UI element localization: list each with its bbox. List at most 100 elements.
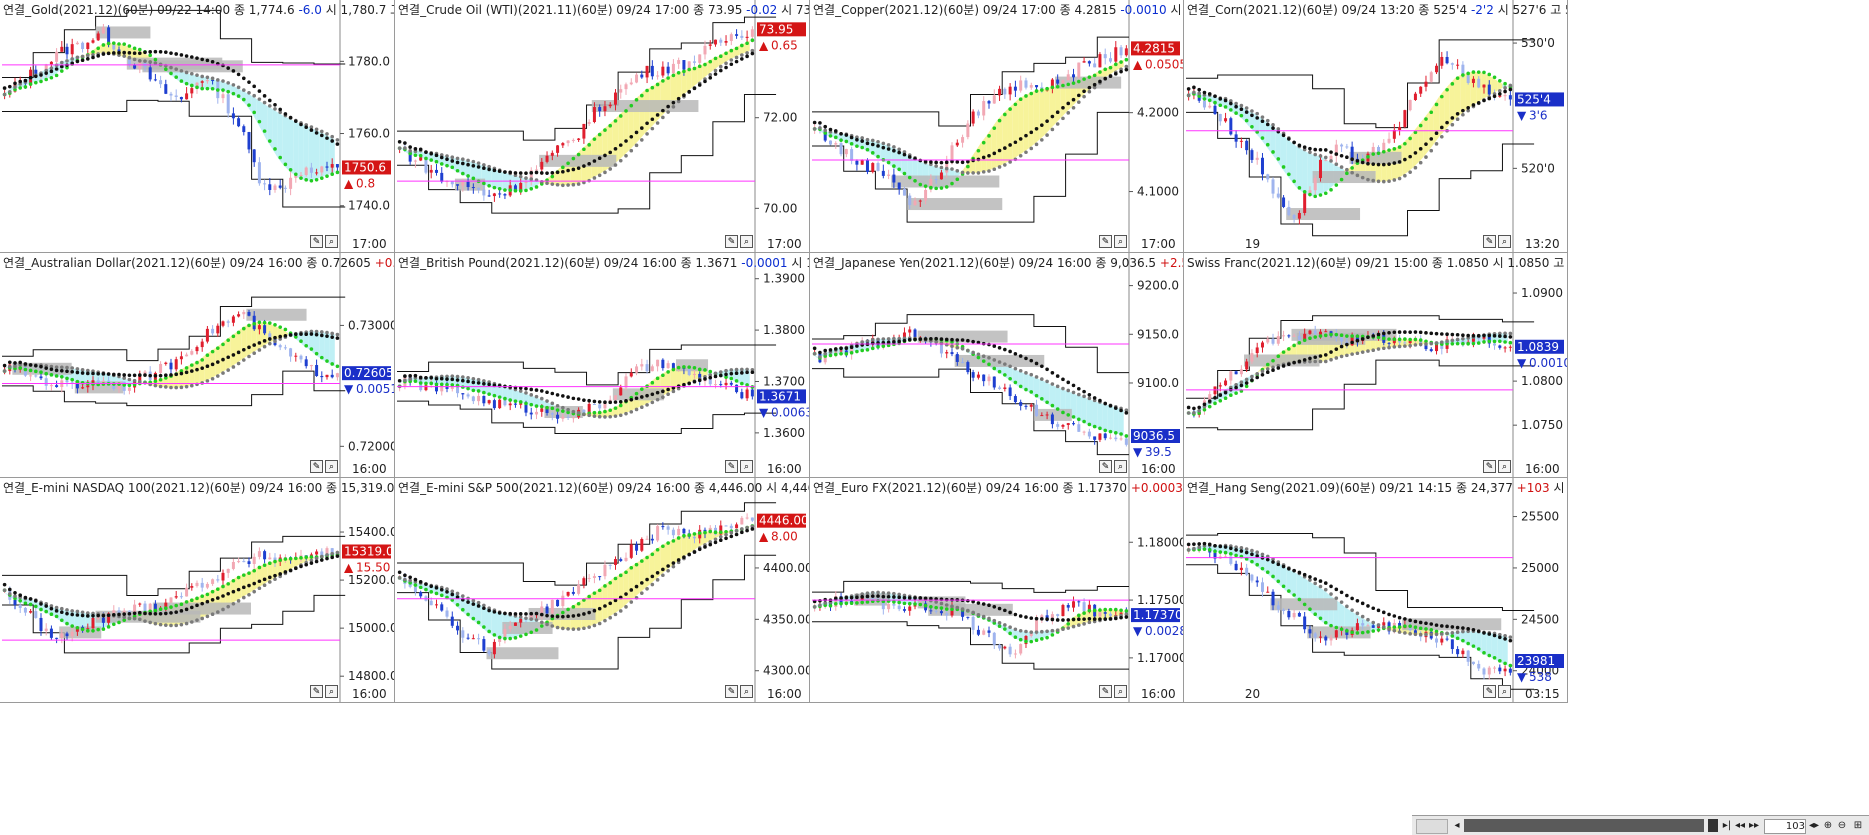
zoom-icon[interactable]: ⌕ (1114, 685, 1127, 698)
zoom-icon[interactable]: ⌕ (740, 685, 753, 698)
ma-mid-point (939, 341, 944, 346)
zoom-icon[interactable]: ⌕ (325, 685, 338, 698)
chart-panel-eurofx[interactable]: 연결_Euro FX(2021.12)(60분) 09/24 16:00 종 1… (810, 478, 1184, 703)
zoom-icon[interactable]: ⌕ (1498, 460, 1511, 473)
ma-fast-point (184, 81, 189, 86)
price-chart[interactable]: 1.180001.175001.170001.17370▼0.0028016:0… (810, 478, 1184, 703)
ma-mid-point (1429, 341, 1434, 346)
ma-fast-point (424, 587, 428, 592)
scroll-overview-strip[interactable] (1464, 819, 1704, 832)
ma-mid-point (1439, 340, 1444, 344)
chart-panel-sp500[interactable]: 연결_E-mini S&P 500(2021.12)(60분) 09/24 16… (395, 478, 810, 703)
ma-mid-point (897, 147, 901, 152)
ma-slow-point (476, 165, 481, 169)
candle-body (629, 544, 633, 558)
pencil-icon[interactable]: ✎ (1483, 235, 1496, 248)
chart-panel-aud[interactable]: 연결_Australian Dollar(2021.12)(60분) 09/24… (0, 253, 395, 478)
zoom-out-icon[interactable]: ⊖ (1837, 820, 1847, 831)
pencil-icon[interactable]: ✎ (1483, 460, 1496, 473)
zoom-icon[interactable]: ⌕ (740, 235, 753, 248)
pencil-icon[interactable]: ✎ (310, 685, 323, 698)
ma-fast-point (70, 624, 74, 628)
pencil-icon[interactable]: ✎ (725, 235, 738, 248)
ma-slow-point (1192, 85, 1196, 90)
ma-slow-point (153, 611, 158, 616)
zoom-icon[interactable]: ⌕ (1498, 685, 1511, 698)
zoom-icon[interactable]: ⌕ (740, 460, 753, 473)
ma-mid-point (236, 599, 241, 603)
pencil-icon[interactable]: ✎ (725, 460, 738, 473)
ichimoku-cloud (1039, 631, 1045, 639)
ma-fast-point (283, 557, 288, 561)
ma-fast-point (1308, 607, 1312, 612)
scroll-left-arrow-icon[interactable]: ◂ (1454, 820, 1460, 831)
ma-slow-point (1082, 617, 1086, 621)
play-icon[interactable]: ◂▸ (1808, 820, 1820, 831)
ma-slow-point (929, 337, 933, 341)
settings-icon[interactable]: ⊞ (1853, 820, 1863, 831)
ma-slow-point (897, 150, 901, 155)
zoom-icon[interactable]: ⌕ (325, 460, 338, 473)
chart-panel-hangseng[interactable]: 연결_Hang Seng(2021.09)(60분) 09/21 14:15 종… (1184, 478, 1568, 703)
candle-body (1234, 134, 1238, 142)
chart-panel-nasdaq[interactable]: 연결_E-mini NASDAQ 100(2021.12)(60분) 09/24… (0, 478, 395, 703)
chart-panel-jpy[interactable]: 연결_Japanese Yen(2021.12)(60분) 09/24 16:0… (810, 253, 1184, 478)
scroll-thumb[interactable] (1708, 819, 1718, 832)
candle-body (918, 200, 922, 202)
zoom-icon[interactable]: ⌕ (325, 235, 338, 248)
chart-panel-crude[interactable]: 연결_Crude Oil (WTI)(2021.11)(60분) 09/24 1… (395, 0, 810, 253)
chart-panel-corn[interactable]: 연결_Corn(2021.12)(60분) 09/24 13:20 종 525'… (1184, 0, 1568, 253)
pencil-icon[interactable]: ✎ (1099, 685, 1112, 698)
candle-body (1355, 335, 1359, 342)
ma-fast-point (466, 174, 470, 178)
ma-mid-point (1350, 170, 1354, 175)
pencil-icon[interactable]: ✎ (310, 460, 323, 473)
pencil-icon[interactable]: ✎ (310, 235, 323, 248)
ma-mid-point (555, 403, 560, 408)
scroll-prev-icon[interactable]: ◂◂ (1734, 820, 1746, 831)
ma-slow-point (294, 566, 298, 571)
ma-mid-point (252, 589, 256, 594)
ma-mid-point (823, 601, 828, 605)
pencil-icon[interactable]: ✎ (725, 685, 738, 698)
chart-scrollbar[interactable]: ◂ ▸| ◂◂ ▸▸ 103 ◂▸ ⊕ ⊖ ⊞ (1412, 815, 1869, 835)
ma-mid-point (273, 107, 277, 111)
zoom-icon[interactable]: ⌕ (1498, 235, 1511, 248)
ma-fast-point (80, 627, 85, 632)
chart-panel-copper[interactable]: 연결_Copper(2021.12)(60분) 09/24 17:00 종 4.… (810, 0, 1184, 253)
chart-panel-chf[interactable]: Swiss Franc(2021.12)(60분) 09/21 15:00 종 … (1184, 253, 1568, 478)
candle-body (1282, 609, 1286, 611)
zoom-icon[interactable]: ⌕ (1114, 460, 1127, 473)
ichimoku-cloud (1039, 88, 1045, 140)
scroll-next-icon[interactable]: ▸▸ (1748, 820, 1760, 831)
ma-slow-point (566, 395, 570, 399)
pencil-icon[interactable]: ✎ (1483, 685, 1496, 698)
candle-body (211, 579, 215, 584)
zoom-icon[interactable]: ⌕ (1114, 235, 1127, 248)
ma-mid-point (1345, 604, 1349, 609)
price-chart[interactable]: 15400.0015200.0015000.0014800.0015319.00… (0, 478, 395, 703)
pencil-icon[interactable]: ✎ (1099, 235, 1112, 248)
ma-mid-point (713, 371, 718, 376)
pencil-icon[interactable]: ✎ (1099, 460, 1112, 473)
candle-body (1366, 625, 1370, 627)
scroll-end-icon[interactable]: ▸| (1722, 820, 1732, 831)
zoom-in-icon[interactable]: ⊕ (1823, 820, 1833, 831)
ma-mid-point (179, 69, 184, 73)
chart-panel-gbp[interactable]: 연결_British Pound(2021.12)(60분) 09/24 16:… (395, 253, 810, 478)
zoom-value[interactable]: 103 (1764, 819, 1806, 834)
candle-body (1208, 394, 1212, 401)
candle-body (587, 577, 591, 579)
chart-panel-gold[interactable]: 연결_Gold(2021.12)(60분) 09/22 14:00 종 1,77… (0, 0, 395, 253)
scroll-grip[interactable] (1416, 819, 1448, 834)
